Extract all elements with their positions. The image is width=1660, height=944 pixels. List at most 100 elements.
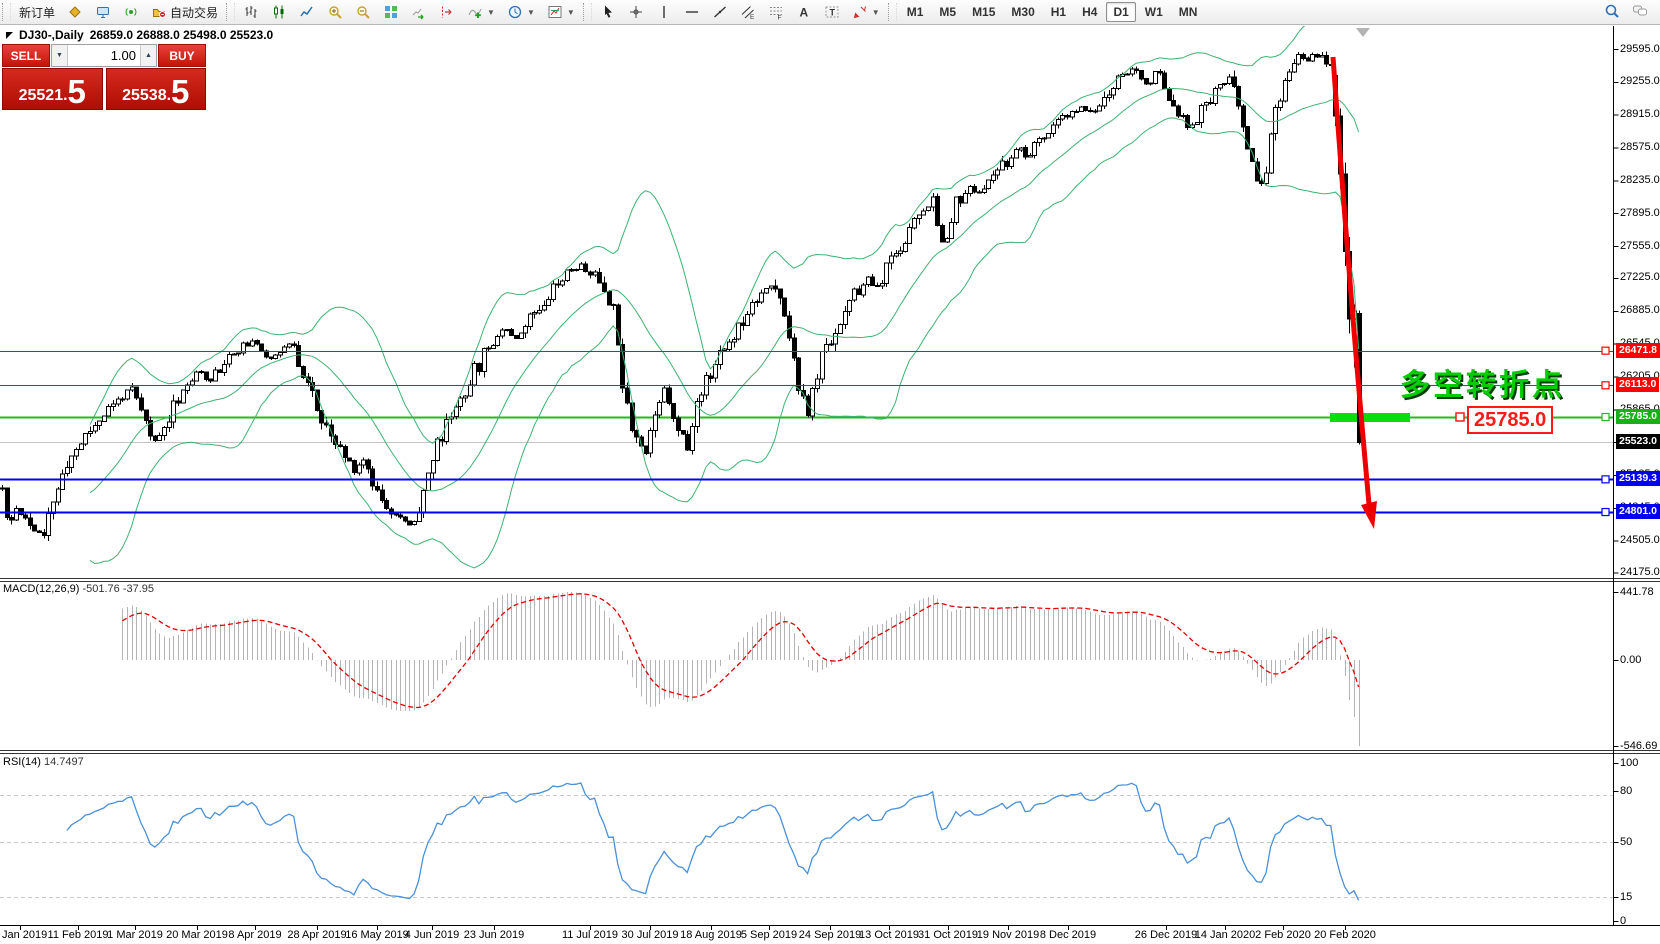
candle-body: [792, 337, 797, 359]
periods-button[interactable]: ▼: [502, 2, 540, 22]
date-axis-label[interactable]: 24 Sep 2019: [798, 929, 862, 941]
buy-button[interactable]: BUY: [158, 44, 206, 67]
line-chart-button[interactable]: [294, 2, 320, 22]
date-axis-label[interactable]: 18 Aug 2019: [680, 929, 742, 941]
date-axis-label[interactable]: 1 Mar 2019: [107, 929, 163, 941]
search-button[interactable]: [1599, 1, 1625, 21]
window-restore-icon[interactable]: [6, 31, 13, 39]
text-button[interactable]: A: [791, 2, 817, 22]
date-axis-label[interactable]: 11 Jul 2019: [561, 929, 619, 941]
trendline-button[interactable]: [707, 2, 733, 22]
date-axis-label[interactable]: 31 Oct 2019: [918, 929, 978, 941]
equidistant-channel-button[interactable]: E: [735, 2, 761, 22]
timeframe-m5-button[interactable]: M5: [932, 2, 963, 22]
autotrading-button[interactable]: 自动交易: [146, 2, 223, 22]
date-axis-label[interactable]: 20 Mar 2019: [166, 929, 228, 941]
vertical-line-button[interactable]: [651, 2, 677, 22]
timeframe-d1-button[interactable]: D1: [1106, 2, 1136, 22]
text-label-button[interactable]: T: [819, 2, 845, 22]
volume-increase-button[interactable]: ▲: [140, 45, 156, 66]
buy-price-display[interactable]: 25538. 5: [105, 68, 206, 110]
toolbar-right-group: [1598, 1, 1654, 21]
sell-button[interactable]: SELL: [2, 44, 50, 67]
crosshair-button[interactable]: [623, 2, 649, 22]
candle-body: [139, 397, 144, 411]
candle-body: [1171, 100, 1176, 107]
chart-shift-marker-icon[interactable]: [1356, 28, 1370, 37]
resistance-line-1-tag: 26471.8: [1616, 342, 1660, 358]
cursor-button[interactable]: [595, 2, 621, 22]
timeframe-mn-button[interactable]: MN: [1172, 2, 1205, 22]
timeframe-m15-button[interactable]: M15: [965, 2, 1002, 22]
price-label-annotation[interactable]: 25785.0: [1467, 406, 1554, 434]
timeframe-h1-button[interactable]: H1: [1044, 2, 1073, 22]
candle-body: [0, 487, 5, 490]
price-label-handle[interactable]: [1455, 412, 1465, 422]
crash-arrow-line[interactable]: [1330, 56, 1372, 505]
date-axis-label[interactable]: 8 Dec 2019: [1039, 929, 1097, 941]
rsi-line: [66, 782, 1360, 901]
candle-body: [1065, 115, 1070, 118]
fibonacci-button[interactable]: F: [763, 2, 789, 22]
date-axis-label[interactable]: 28 Apr 2019: [287, 929, 347, 941]
date-axis-label[interactable]: 8 Apr 2019: [228, 929, 282, 941]
new-order-button[interactable]: 新订单: [14, 2, 60, 22]
signals-button[interactable]: [118, 2, 144, 22]
sell-price-display[interactable]: 25521. 5: [2, 68, 103, 110]
timeframe-m1-button[interactable]: M1: [900, 2, 931, 22]
macd-histogram: [122, 592, 1360, 746]
candle-body: [1232, 76, 1237, 87]
timeframe-h4-button[interactable]: H4: [1075, 2, 1104, 22]
turning-point-line-handle[interactable]: [1601, 412, 1610, 422]
arrows-button[interactable]: ▼: [847, 2, 885, 22]
date-axis-label[interactable]: 14 Jan 2020: [1194, 929, 1256, 941]
volume-input[interactable]: [68, 45, 140, 66]
candle-body: [51, 501, 56, 515]
chart-shift-button[interactable]: [434, 2, 460, 22]
rsi-tick-label: 80: [1620, 784, 1633, 797]
candle-body: [667, 387, 672, 404]
candle-body: [1245, 126, 1250, 150]
date-axis-label[interactable]: 13 Oct 2019: [859, 929, 919, 941]
chat-button[interactable]: [1627, 1, 1653, 21]
timeframe-w1-button[interactable]: W1: [1138, 2, 1170, 22]
indicators-button[interactable]: ▼: [462, 2, 500, 22]
date-axis-label[interactable]: 26 Dec 2019: [1134, 929, 1198, 941]
date-axis-label[interactable]: 11 Feb 2019: [47, 929, 109, 941]
zoom-in-button[interactable]: [322, 2, 348, 22]
autoscroll-button[interactable]: [406, 2, 432, 22]
date-axis-label[interactable]: 5 Sep 2019: [740, 929, 798, 941]
horizontal-line-button[interactable]: [679, 2, 705, 22]
date-axis-label[interactable]: 16 May 2019: [345, 929, 409, 941]
virtual-hosting-button[interactable]: [90, 2, 116, 22]
chevron-down-icon: ▼: [487, 7, 495, 17]
candle-body: [204, 371, 209, 380]
candle-body: [1060, 115, 1065, 120]
volume-decrease-button[interactable]: ▼: [52, 45, 68, 66]
candle-body: [1208, 102, 1213, 105]
templates-button[interactable]: ▼: [542, 2, 580, 22]
turning-point-annotation-text[interactable]: 多空转折点: [1400, 369, 1565, 402]
resistance-line-2-handle[interactable]: [1601, 381, 1610, 390]
support-line-2-handle[interactable]: [1601, 507, 1610, 517]
candle-body: [227, 353, 232, 365]
turning-point-bar[interactable]: [1330, 413, 1410, 422]
date-axis-label[interactable]: 19 Nov 2019: [976, 929, 1040, 941]
date-axis-label[interactable]: 4 Jun 2019: [404, 929, 460, 941]
date-axis-label[interactable]: 20 Feb 2020: [1314, 929, 1376, 941]
bar-chart-button[interactable]: [238, 2, 264, 22]
resistance-line-1-handle[interactable]: [1601, 346, 1610, 355]
tile-windows-button[interactable]: [378, 2, 404, 22]
date-axis-label[interactable]: 3 Jan 2019: [0, 929, 48, 941]
support-line-1-handle[interactable]: [1601, 475, 1610, 484]
date-axis-label[interactable]: 23 Jun 2019: [463, 929, 525, 941]
zoom-out-button[interactable]: [350, 2, 376, 22]
timeframe-m30-button[interactable]: M30: [1004, 2, 1041, 22]
candle-body: [1310, 53, 1315, 62]
date-axis-label[interactable]: 2 Feb 2020: [1255, 929, 1311, 941]
candle-body: [60, 473, 65, 490]
tile-windows-icon: [385, 6, 398, 18]
metaeditor-button[interactable]: [62, 2, 88, 22]
candlestick-chart-button[interactable]: [266, 2, 292, 22]
date-axis-label[interactable]: 30 Jul 2019: [621, 929, 679, 941]
